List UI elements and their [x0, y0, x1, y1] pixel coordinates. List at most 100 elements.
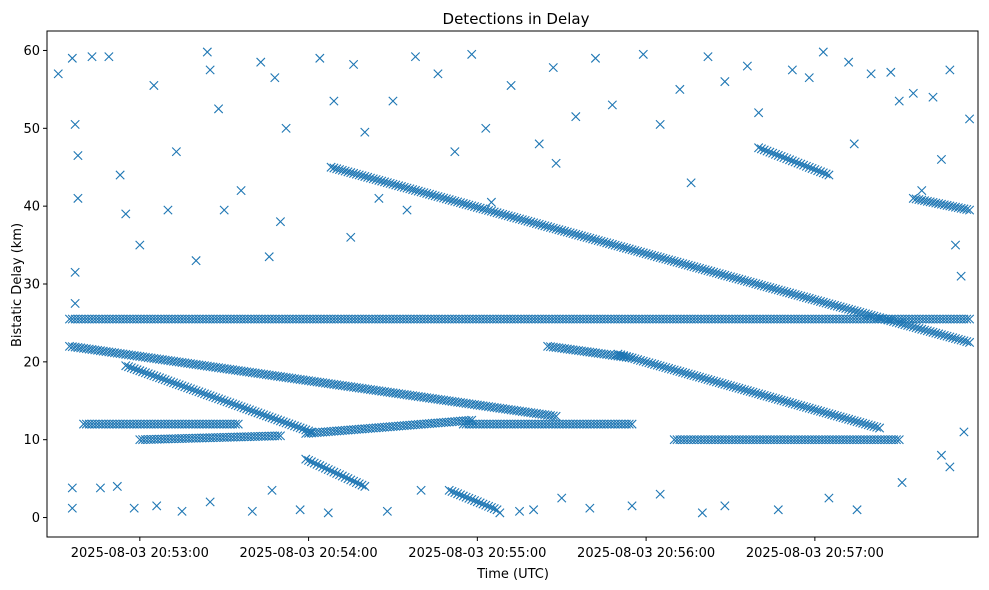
data-point	[329, 163, 339, 173]
data-point	[455, 490, 466, 500]
data-point	[303, 455, 314, 466]
data-point	[810, 164, 820, 175]
data-point	[70, 267, 80, 277]
data-point	[394, 389, 404, 399]
data-point	[264, 252, 274, 262]
data-point	[588, 234, 598, 244]
data-point	[447, 396, 457, 406]
data-point	[377, 386, 387, 396]
data-point	[624, 352, 634, 363]
data-point	[950, 202, 961, 212]
data-point	[514, 406, 525, 416]
data-point	[841, 413, 851, 424]
data-point	[945, 462, 955, 472]
data-point	[804, 162, 814, 172]
data-point	[936, 199, 947, 209]
data-point	[109, 348, 120, 358]
data-point	[340, 381, 350, 391]
x-tick-label: 2025-08-03 20:57:00	[746, 546, 884, 561]
data-point	[258, 369, 269, 379]
data-point	[765, 392, 775, 402]
data-point	[627, 501, 637, 511]
data-point	[759, 281, 769, 291]
data-point	[329, 379, 339, 389]
data-point	[810, 405, 820, 415]
data-point	[385, 178, 395, 189]
data-point	[593, 235, 603, 246]
data-point	[484, 402, 494, 412]
data-point	[171, 147, 181, 157]
data-point	[748, 387, 758, 397]
data-point	[461, 199, 471, 209]
data-point	[312, 377, 322, 387]
data-point	[489, 504, 499, 514]
data-point	[343, 474, 353, 484]
data-point	[860, 419, 871, 429]
data-point	[211, 362, 221, 372]
data-point	[329, 96, 339, 106]
data-point	[295, 374, 305, 385]
data-point	[661, 254, 671, 264]
data-point	[807, 163, 817, 174]
data-point	[467, 399, 477, 409]
data-point	[478, 204, 488, 214]
data-point	[638, 248, 648, 258]
data-point	[351, 477, 361, 488]
data-point	[422, 188, 432, 199]
data-point	[472, 497, 482, 507]
data-point	[301, 375, 311, 385]
data-point	[548, 223, 558, 233]
data-point	[725, 381, 736, 391]
data-point	[627, 353, 637, 363]
data-point	[613, 241, 623, 251]
data-point	[765, 147, 775, 157]
data-point	[855, 307, 865, 317]
data-point	[281, 123, 291, 133]
data-point	[666, 364, 677, 374]
data-point	[514, 214, 525, 224]
data-point	[329, 467, 339, 477]
data-point	[624, 244, 634, 254]
data-point	[686, 178, 696, 188]
data-point	[849, 306, 859, 316]
data-point	[728, 382, 738, 392]
data-point	[112, 348, 122, 358]
data-point	[548, 411, 558, 421]
data-point	[768, 283, 778, 293]
data-point	[222, 364, 232, 374]
data-point	[821, 169, 831, 179]
data-point	[424, 393, 435, 403]
data-point	[129, 503, 139, 513]
data-point	[936, 450, 947, 460]
data-point	[824, 409, 834, 419]
data-point	[739, 385, 750, 395]
data-point	[754, 389, 764, 399]
data-point	[731, 273, 741, 283]
data-point	[506, 80, 516, 91]
data-point	[565, 228, 575, 238]
data-point	[67, 53, 77, 63]
data-point	[813, 166, 823, 176]
data-point	[585, 503, 595, 513]
data-point	[135, 240, 145, 250]
data-point	[112, 481, 122, 491]
data-point	[756, 280, 767, 290]
data-point	[804, 73, 814, 83]
data-point	[236, 366, 246, 376]
data-point	[256, 57, 266, 67]
data-point	[754, 108, 764, 118]
data-point	[534, 219, 544, 229]
data-point	[351, 169, 361, 179]
data-point	[267, 413, 277, 423]
data-point	[630, 245, 640, 256]
data-point	[402, 205, 412, 215]
x-tick-label: 2025-08-03 20:53:00	[71, 546, 209, 561]
data-point	[163, 376, 173, 386]
data-point	[292, 374, 302, 384]
data-point	[354, 383, 364, 393]
data-point	[720, 379, 730, 389]
data-point	[551, 411, 561, 421]
data-point	[520, 407, 530, 417]
data-point	[689, 262, 699, 272]
data-point	[829, 410, 840, 420]
